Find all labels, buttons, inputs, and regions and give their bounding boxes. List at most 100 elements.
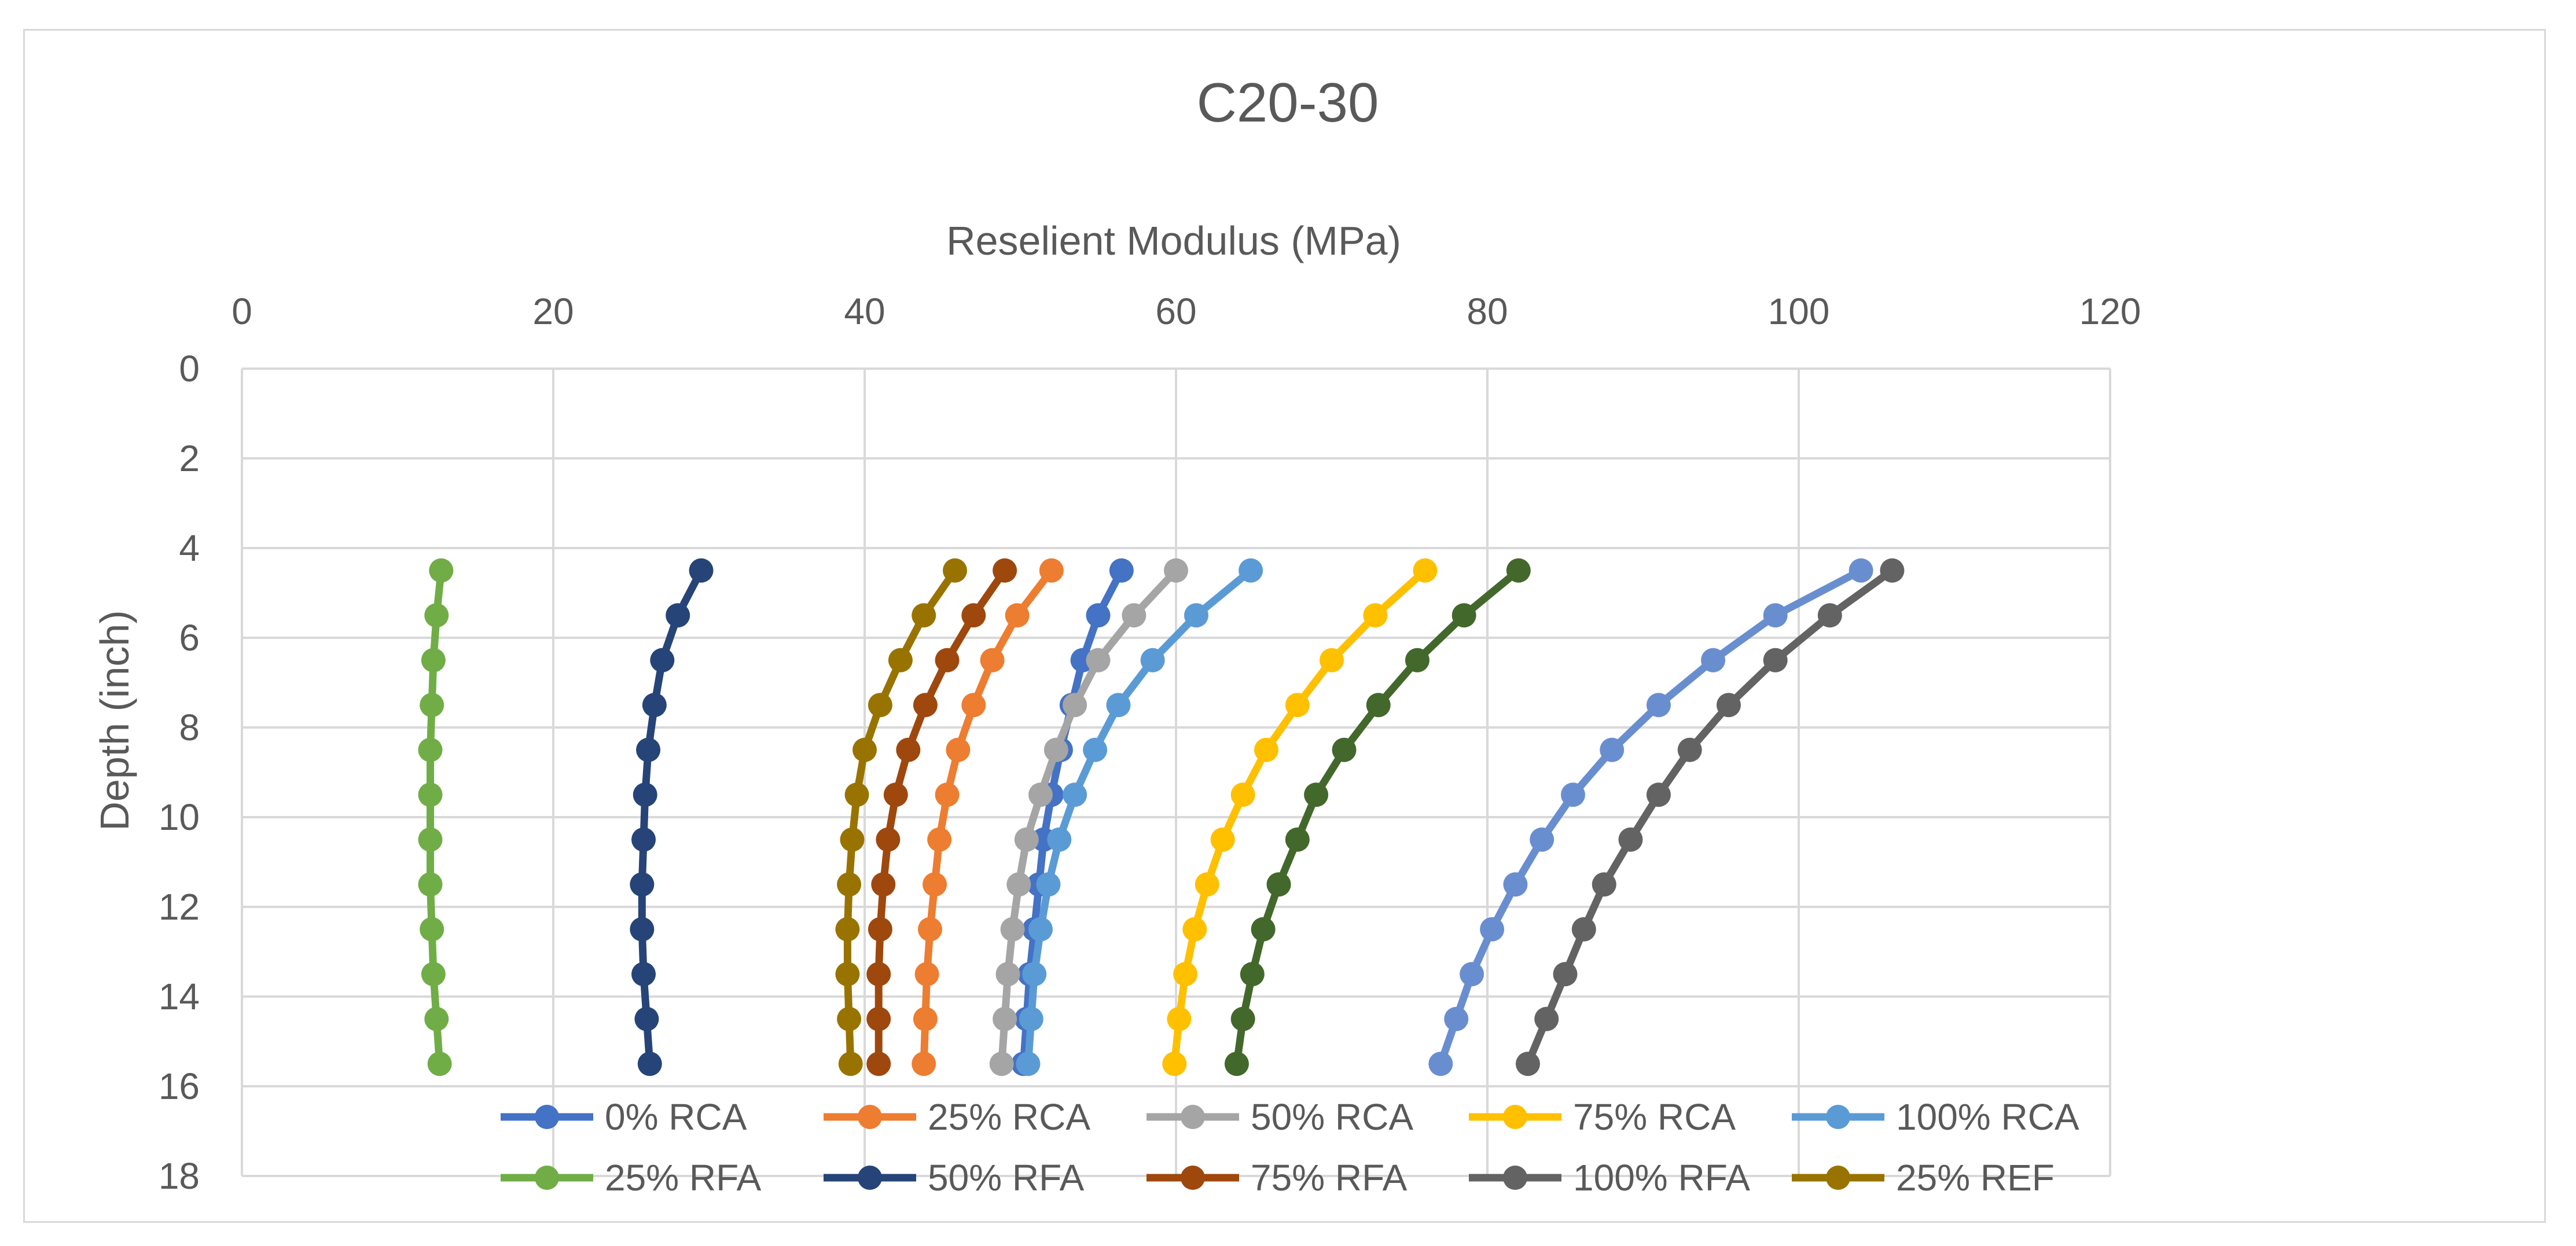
data-point [1005,603,1030,628]
data-point [630,872,655,897]
data-point [1320,648,1344,672]
data-point [1016,1052,1041,1076]
series [1428,558,1873,1076]
data-point [1592,872,1616,897]
data-point [424,603,449,628]
data-point [1006,872,1031,897]
legend-item: 0% RCA [501,1096,747,1138]
data-point [961,693,986,718]
data-point [888,648,913,672]
data-point [1063,693,1087,718]
data-point [1210,827,1235,852]
legend-item: 75% RCA [1469,1096,1736,1138]
data-point [896,737,921,762]
data-point [835,917,860,942]
data-point [1571,917,1596,942]
data-point [866,962,891,987]
data-point [666,603,690,628]
legend-item: 100% RCA [1792,1096,2079,1138]
data-point [838,1052,863,1076]
legend-item: 50% RFA [824,1157,1085,1199]
data-point [1162,1052,1187,1076]
data-point [1140,648,1165,672]
legend-marker [1826,1105,1850,1129]
data-point [1405,648,1430,672]
data-point [1254,737,1279,762]
data-point [418,872,443,897]
plot-area [418,558,1905,1076]
data-point [1553,962,1578,987]
series [418,558,454,1076]
data-point [913,1006,938,1031]
legend-marker [858,1105,882,1129]
legend-marker [858,1166,882,1190]
data-point [1164,558,1188,583]
data-point [421,648,446,672]
series [1016,558,1263,1076]
data-point [427,1052,452,1076]
data-point [1716,693,1741,718]
data-point [418,827,443,852]
data-point [844,782,869,807]
data-point [852,737,877,762]
data-point [993,1006,1017,1031]
data-point [866,1052,891,1076]
data-point [946,737,971,762]
data-point [1167,1006,1192,1031]
legend-marker [535,1166,559,1190]
y-tick-label: 2 [179,438,200,479]
data-point [636,737,661,762]
data-point [1366,693,1391,718]
data-point [631,827,656,852]
data-point [1304,782,1329,807]
legend-label: 50% RFA [928,1157,1085,1199]
data-point [424,1006,449,1031]
data-point [1043,737,1068,762]
data-point [912,1052,936,1076]
legend-label: 25% RCA [928,1096,1090,1138]
data-point [1677,737,1702,762]
data-point [1763,648,1788,672]
data-point [1506,558,1531,583]
series [1224,558,1531,1076]
data-point [1195,872,1219,897]
data-point [1230,782,1255,807]
y-axis-label: Depth (inch) [92,610,137,830]
data-point [1047,827,1072,852]
chart-title: C20-30 [1197,72,1379,134]
data-point [634,1006,659,1031]
y-tick-label: 14 [159,976,200,1017]
data-point [1028,917,1053,942]
data-point [1444,1006,1469,1031]
x-tick-label: 40 [844,291,885,332]
data-point [631,962,656,987]
data-point [1646,782,1671,807]
data-point [943,558,968,583]
data-point [1560,782,1585,807]
series [1515,558,1905,1076]
legend-label: 0% RCA [605,1096,747,1138]
data-point [1182,917,1207,942]
legend-item: 100% RFA [1469,1157,1750,1199]
data-point [1000,917,1025,942]
legend-label: 25% RFA [605,1157,762,1199]
chart-frame [23,29,2546,1223]
data-point [418,737,443,762]
series [835,558,968,1076]
data-point [1285,827,1310,852]
data-point [1224,1052,1249,1076]
data-point [1451,603,1476,628]
data-point [837,872,862,897]
data-point [1285,693,1310,718]
data-point [1014,827,1039,852]
y-tick-label: 12 [159,886,200,928]
legend-marker [1503,1105,1527,1129]
legend-marker [1826,1166,1850,1190]
series [866,558,1017,1076]
data-point [1184,603,1208,628]
data-point [989,1052,1014,1076]
legend-label: 75% RCA [1573,1096,1736,1138]
data-point [1413,558,1438,583]
data-point [840,827,865,852]
legend-marker [535,1105,559,1129]
